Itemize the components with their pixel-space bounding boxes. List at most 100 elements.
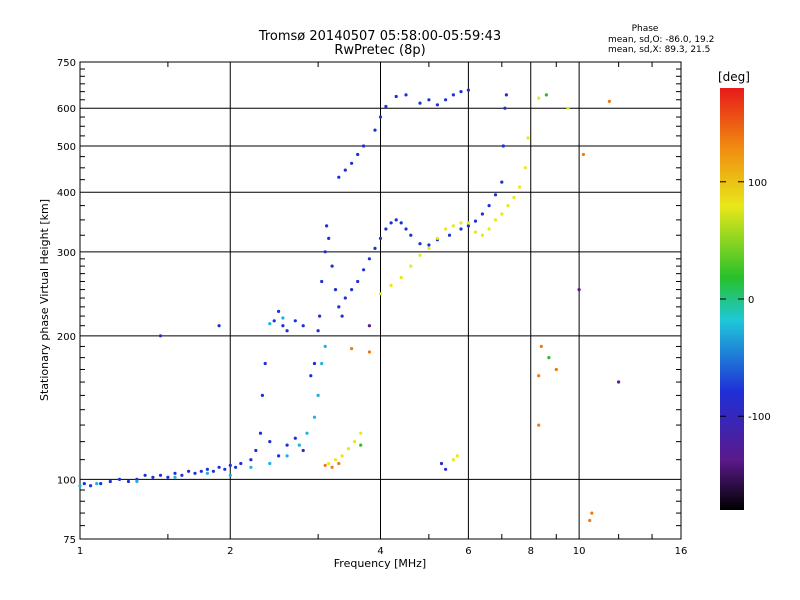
data-point [228,463,232,467]
data-point [108,479,112,484]
y-tick-label: 500 [57,142,76,153]
y-tick-label: 750 [57,58,76,69]
data-point [427,98,431,102]
data-point [333,458,338,462]
data-point [135,479,139,484]
data-point [297,443,301,447]
data-point [350,347,354,351]
data-point [581,152,586,157]
chart-title: Tromsø 20140507 05:58:00-05:59:43 [258,29,501,44]
colorbar-tick-label: -100 [748,412,771,423]
x-tick-label: 8 [528,546,534,557]
data-point [451,93,455,97]
data-point [378,292,383,296]
data-point [512,195,516,200]
data-point [487,204,491,208]
data-point [539,344,543,348]
data-point [187,469,191,473]
data-point [500,212,504,216]
data-point [323,344,327,348]
data-point [301,324,305,328]
data-point [501,144,505,148]
data-point [293,319,297,323]
data-point [337,305,341,309]
colorbar-ticks: 100 0 -100 [720,178,771,423]
data-point [272,319,276,323]
data-point [350,288,354,292]
colorbar-tick-label: 0 [748,295,754,306]
data-point [590,511,594,515]
data-point [316,329,320,333]
data-point [268,322,272,326]
x-tick-label: 16 [675,546,688,557]
data-point [277,454,281,458]
data-point [544,93,549,97]
data-point [418,253,422,257]
data-point [378,115,383,119]
data-point [89,484,93,488]
data-point [217,324,221,328]
data-point [337,175,341,179]
data-point [566,106,570,110]
data-point [373,246,377,250]
data-point [78,484,82,488]
data-point [356,152,360,157]
data-point [389,221,393,225]
data-point [239,461,243,466]
data-points [78,88,621,523]
data-point [367,324,371,328]
data-point [263,361,267,366]
data-point [480,233,484,237]
data-point [337,461,341,466]
data-point [249,458,253,462]
data-point [166,475,170,479]
data-point [330,465,334,469]
data-point [459,221,463,225]
data-point [285,454,289,458]
data-point [473,230,478,234]
y-tick-label: 400 [57,188,76,199]
data-point [249,465,253,469]
data-point [143,473,147,477]
data-point [353,440,357,444]
data-point [518,185,522,189]
x-tick-label: 2 [227,546,233,557]
data-point [356,279,360,284]
x-tick-label: 6 [465,546,471,557]
data-point [126,479,130,484]
data-point [254,448,258,453]
data-point [285,329,289,333]
data-point [466,224,470,228]
data-point [312,415,317,419]
data-point [316,393,320,397]
data-point [409,264,413,268]
data-point [323,463,327,467]
data-point [394,218,398,222]
data-point [384,104,388,109]
data-point [435,236,439,240]
data-point [617,380,621,384]
data-point [447,233,452,237]
data-point [234,465,238,469]
x-tick-label: 4 [377,546,383,557]
data-point [473,219,478,223]
data-point [301,448,305,453]
data-point [362,144,366,148]
data-point [312,361,317,366]
data-point [217,465,221,469]
data-point [158,473,163,477]
data-point [173,471,177,475]
x-axis-ticks: 1 2 4 6 8 10 16 [77,62,688,557]
data-point [277,309,281,313]
data-point [281,324,285,328]
phase-line-o: mean, sd,O: -86.0, 19.2 [608,35,714,45]
colorbar-tick-label: 100 [748,178,767,189]
data-point [409,233,413,237]
data-point [404,93,408,97]
data-point [340,454,344,458]
data-point [359,431,363,435]
data-point [359,443,363,447]
data-point [523,166,527,170]
data-point [418,101,422,105]
y-axis-ticks: 75 100 200 300 400 500 600 750 [57,58,681,546]
